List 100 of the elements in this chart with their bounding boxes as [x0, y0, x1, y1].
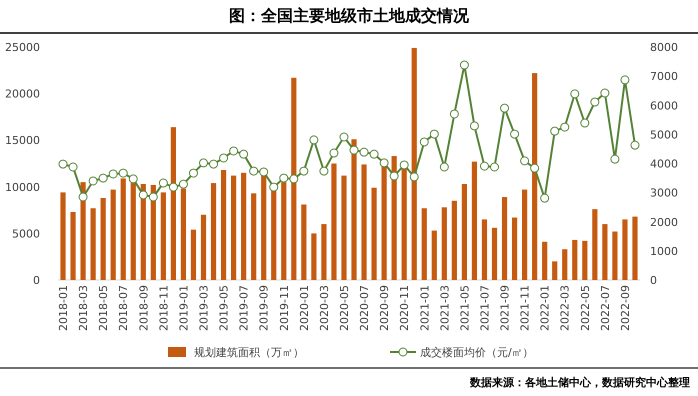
bar: [552, 261, 558, 280]
y2-tick-label: 6000: [650, 99, 678, 112]
bar: [150, 184, 156, 280]
point: [430, 130, 439, 139]
bar: [341, 176, 347, 280]
point: [530, 164, 540, 173]
bar: [140, 184, 146, 280]
bar: [392, 156, 397, 280]
point: [158, 178, 168, 188]
bar: [361, 164, 367, 280]
y-tick-label: 15000: [5, 134, 40, 148]
point: [148, 192, 158, 202]
bar: [271, 190, 276, 280]
y2-tick-label: 4000: [650, 158, 678, 170]
bar: [412, 48, 417, 280]
bar: [331, 164, 337, 280]
bar: [120, 178, 126, 280]
point: [420, 137, 429, 146]
bar: [482, 219, 488, 280]
point: [329, 148, 338, 158]
x-tick-label: 2019-09: [258, 285, 271, 331]
point: [350, 146, 359, 155]
y-tick-label: 20000: [5, 88, 40, 101]
bar: [60, 192, 66, 280]
point: [128, 174, 138, 184]
point: [380, 158, 389, 168]
x-tick-label: 2018-03: [77, 285, 90, 331]
point: [460, 60, 469, 70]
point: [510, 130, 520, 139]
point: [560, 122, 570, 132]
bar: [190, 230, 196, 280]
y-tick-label: 5000: [12, 227, 40, 240]
bar: [402, 169, 407, 280]
bar: [251, 193, 256, 280]
x-tick-label: 2018-05: [97, 285, 110, 331]
x-tick-label: 2020-07: [358, 285, 372, 331]
point: [400, 160, 409, 170]
bar: [371, 188, 377, 280]
point: [239, 150, 248, 159]
point: [229, 146, 238, 156]
point: [78, 192, 88, 202]
bar: [622, 219, 628, 280]
bar: [502, 197, 508, 280]
x-tick-label: 2020-03: [318, 285, 331, 331]
bar: [382, 166, 387, 280]
point: [580, 118, 590, 128]
point: [450, 109, 459, 118]
x-tick-label: 2020-05: [338, 285, 351, 331]
x-tick-label: 2021-03: [438, 285, 452, 331]
bar: [522, 190, 528, 280]
bar: [281, 182, 286, 280]
point: [480, 162, 489, 171]
point: [540, 194, 550, 203]
x-tick-label: 2020-09: [378, 285, 392, 331]
bar: [632, 216, 638, 280]
point: [168, 182, 178, 192]
bar: [592, 209, 598, 280]
x-tick-label: 2021-09: [498, 285, 512, 331]
point: [249, 166, 258, 176]
legend-label: 成交楼面均价（元/㎡）: [420, 346, 534, 359]
y2-tick-label: 1000: [650, 244, 678, 258]
bar: [130, 183, 136, 280]
point: [58, 160, 68, 169]
bar: [532, 73, 538, 280]
x-tick-label: 2018-09: [137, 285, 150, 331]
bar: [492, 228, 498, 280]
bar: [462, 184, 467, 280]
point: [219, 153, 228, 162]
point: [570, 89, 580, 98]
bar: [291, 78, 296, 280]
point: [590, 98, 600, 107]
y2-tick-label: 0: [650, 274, 657, 287]
point: [630, 140, 640, 150]
bar: [180, 188, 186, 280]
bar: [602, 224, 608, 280]
x-tick-label: 2021-05: [458, 285, 472, 331]
point: [620, 75, 630, 84]
bar: [562, 249, 568, 280]
legend-label: 规划建筑面积（万㎡）: [194, 346, 304, 359]
point: [188, 168, 198, 178]
point: [410, 172, 419, 182]
point: [550, 126, 560, 136]
x-tick-label: 2018-07: [117, 285, 130, 331]
x-tick-label: 2020-11: [398, 285, 412, 331]
source-note: 数据来源：各地土储中心，数据研究中心整理: [469, 376, 690, 389]
bar: [170, 127, 176, 280]
bar: [512, 218, 518, 280]
bar: [200, 214, 206, 280]
bar: [351, 139, 357, 280]
point: [309, 135, 318, 144]
point: [199, 158, 208, 168]
x-tick-label: 2021-11: [518, 285, 532, 331]
point: [490, 162, 499, 172]
x-tick-label: 2019-11: [278, 285, 291, 331]
point: [68, 162, 78, 172]
point: [600, 88, 610, 98]
bar: [432, 230, 437, 280]
bar: [301, 204, 306, 280]
y2-tick-label: 5000: [650, 128, 678, 142]
point: [360, 148, 369, 157]
